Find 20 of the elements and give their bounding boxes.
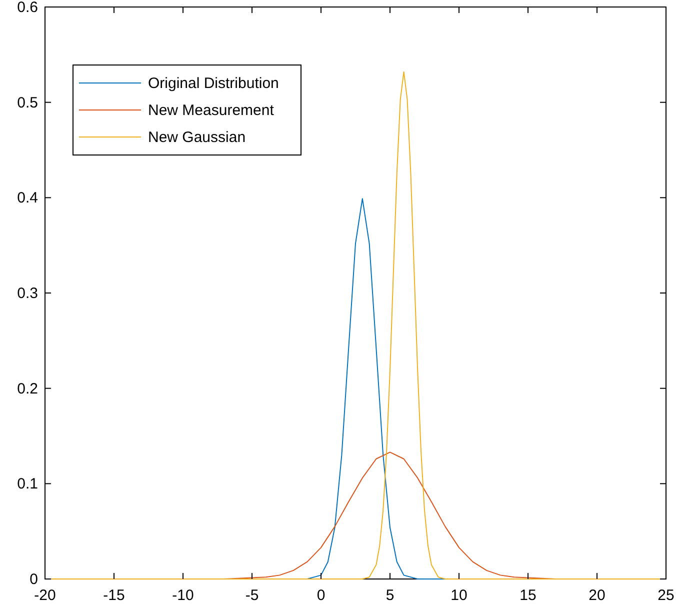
y-tick-label: 0.3	[17, 285, 38, 302]
x-tick-label: 0	[316, 587, 326, 604]
y-tick-label: 0.6	[17, 0, 38, 16]
x-tick-label: -15	[103, 587, 125, 604]
x-tick-label: -10	[172, 587, 194, 604]
x-tick-label: 10	[450, 587, 468, 604]
y-tick-label: 0.2	[17, 380, 38, 398]
legend-label: New Gaussian	[148, 129, 246, 146]
legend-label: New Measurement	[148, 102, 275, 119]
x-tick-label: 20	[588, 587, 606, 604]
x-tick-label: 15	[520, 587, 536, 604]
x-tick-label: 5	[386, 587, 394, 604]
x-tick-label: -5	[245, 587, 259, 604]
y-tick-label: 0	[30, 571, 38, 588]
x-tick-label: 25	[658, 587, 674, 604]
y-tick-label: 0.4	[17, 190, 38, 207]
x-tick-label: -20	[34, 587, 56, 604]
y-tick-label: 0.5	[17, 94, 38, 112]
legend-label: Original Distribution	[148, 75, 279, 92]
y-tick-label: 0.1	[17, 476, 38, 493]
